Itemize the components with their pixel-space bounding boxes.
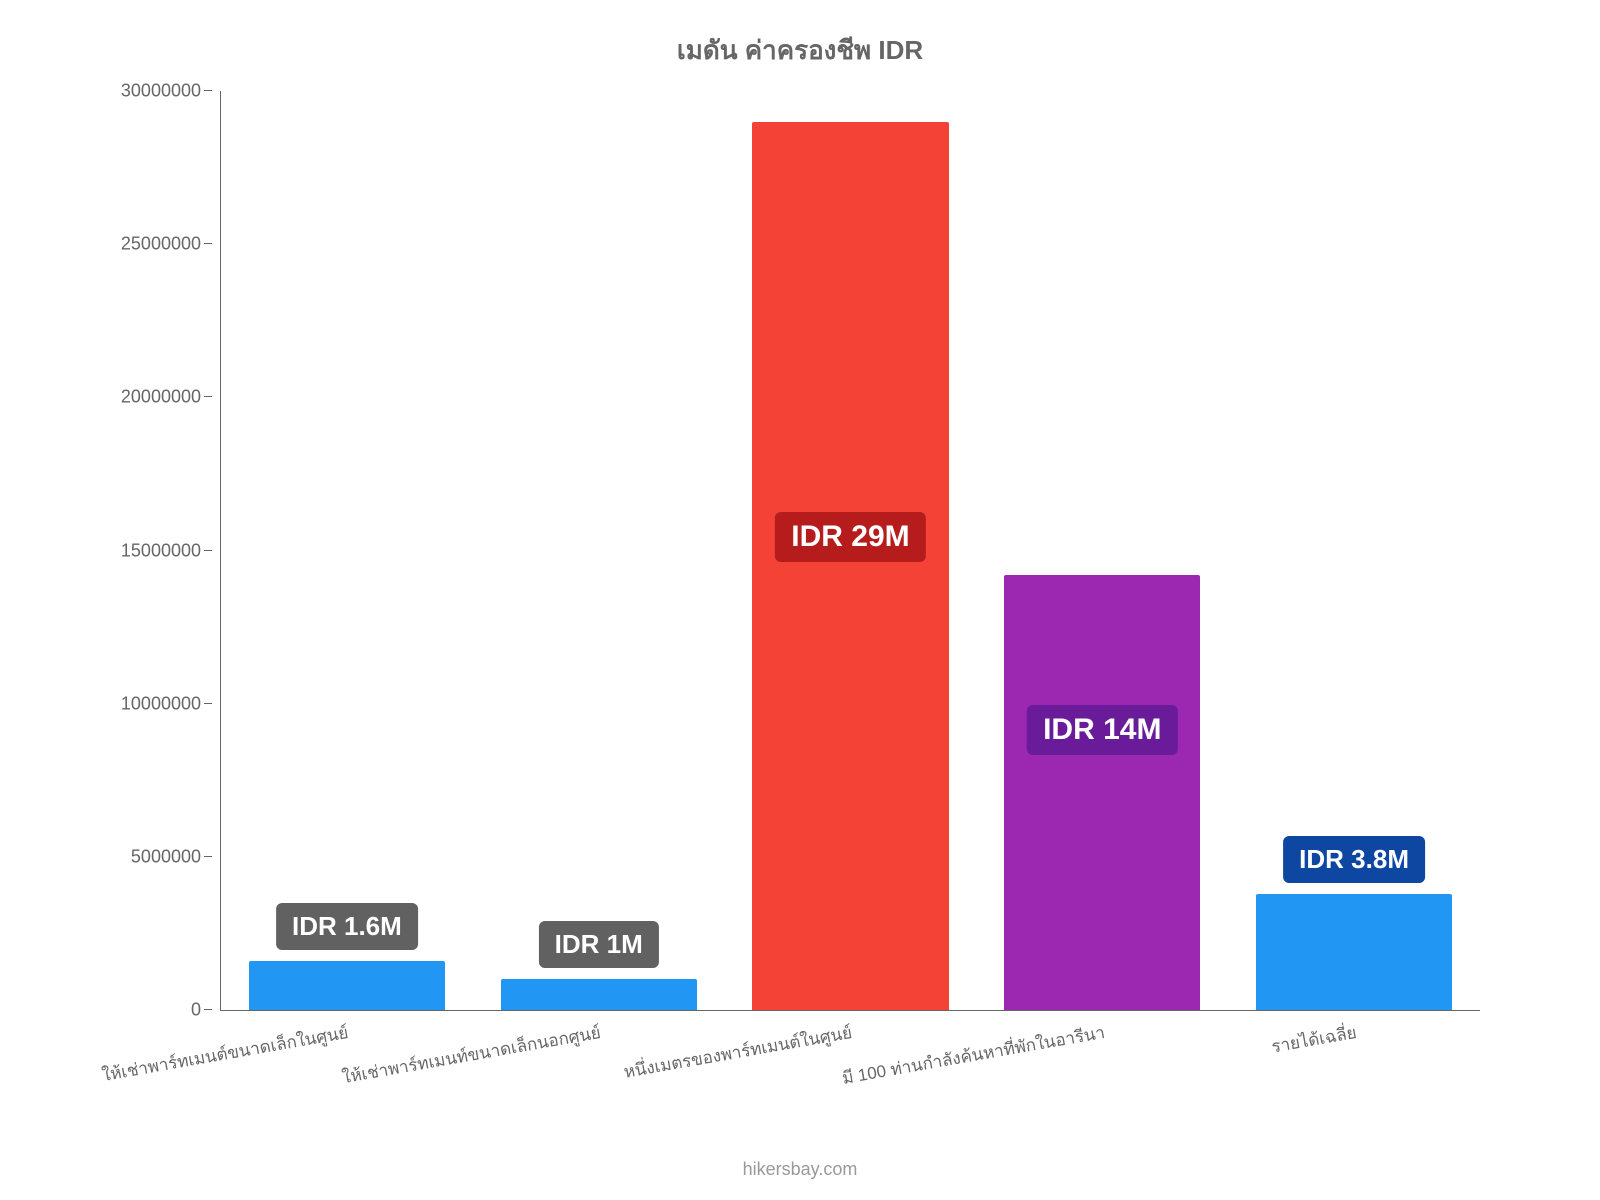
bars-wrapper: IDR 1.6M IDR 1M IDR 29M IDR 14M IDR 3.8M bbox=[221, 91, 1480, 1010]
chart-container: เมดัน ค่าครองชีพ IDR 0500000010000000150… bbox=[100, 30, 1500, 1130]
bar: IDR 1M bbox=[501, 979, 697, 1010]
y-tick-label: 30000000 bbox=[121, 81, 201, 102]
y-tick-label: 0 bbox=[191, 1000, 201, 1021]
plot-area: 0500000010000000150000002000000025000000… bbox=[220, 91, 1480, 1011]
y-tick-mark bbox=[204, 396, 212, 397]
bar: IDR 1.6M bbox=[249, 961, 445, 1010]
x-axis-label: รายได้เฉลี่ย bbox=[1269, 1019, 1358, 1061]
bar-value-badge: IDR 3.8M bbox=[1283, 836, 1425, 883]
y-tick-label: 5000000 bbox=[131, 846, 201, 867]
y-tick-label: 10000000 bbox=[121, 693, 201, 714]
bar-slot: IDR 29M bbox=[725, 91, 977, 1010]
y-tick-mark bbox=[204, 703, 212, 704]
y-tick-mark bbox=[204, 550, 212, 551]
bar-value-badge: IDR 14M bbox=[1027, 705, 1177, 755]
y-axis: 0500000010000000150000002000000025000000… bbox=[101, 91, 211, 1010]
y-tick-mark bbox=[204, 856, 212, 857]
bar: IDR 3.8M bbox=[1256, 894, 1452, 1010]
bar-value-badge: IDR 1M bbox=[539, 921, 659, 968]
x-label-slot: มี 100 ท่านกำลังค้นหาที่พักในอารีนา bbox=[976, 1011, 1228, 1091]
x-axis-label: ให้เช่าพาร์ทเมนต์ขนาดเล็กในศูนย์ bbox=[100, 1019, 351, 1089]
y-tick-mark bbox=[204, 90, 212, 91]
y-tick-label: 25000000 bbox=[121, 234, 201, 255]
bar-value-badge: IDR 1.6M bbox=[276, 903, 418, 950]
x-label-slot: รายได้เฉลี่ย bbox=[1228, 1011, 1480, 1091]
y-tick-label: 15000000 bbox=[121, 540, 201, 561]
chart-title: เมดัน ค่าครองชีพ IDR bbox=[100, 30, 1500, 71]
bar-value-badge: IDR 29M bbox=[775, 512, 925, 562]
x-axis-labels: ให้เช่าพาร์ทเมนต์ขนาดเล็กในศูนย์ให้เช่าพ… bbox=[220, 1011, 1480, 1091]
footer-attribution: hikersbay.com bbox=[0, 1159, 1600, 1180]
bar-slot: IDR 14M bbox=[976, 91, 1228, 1010]
y-tick-label: 20000000 bbox=[121, 387, 201, 408]
bar: IDR 14M bbox=[1004, 575, 1200, 1010]
y-tick-mark bbox=[204, 243, 212, 244]
bar-slot: IDR 3.8M bbox=[1228, 91, 1480, 1010]
bar-slot: IDR 1M bbox=[473, 91, 725, 1010]
bar: IDR 29M bbox=[752, 122, 948, 1010]
y-tick-mark bbox=[204, 1009, 212, 1010]
bar-slot: IDR 1.6M bbox=[221, 91, 473, 1010]
